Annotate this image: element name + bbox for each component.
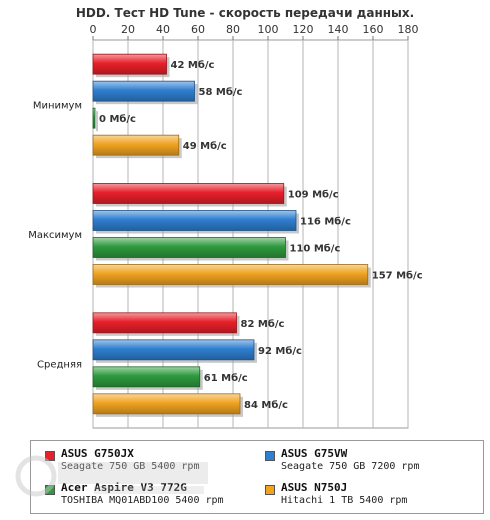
grid-layer: [92, 39, 409, 429]
bars: [92, 53, 371, 417]
bar: [92, 393, 241, 415]
tick-label: 160: [363, 23, 384, 36]
bar: [92, 183, 285, 204]
data-label: 109 Мб/с: [288, 189, 339, 201]
bar: [92, 210, 297, 231]
chart-title: HDD. Тест HD Tune - скорость передачи да…: [75, 6, 415, 20]
bar: [92, 339, 255, 361]
tick-label: 140: [328, 23, 349, 36]
category-label: Средняя: [37, 359, 82, 370]
bar: [92, 80, 195, 102]
legend-swatch: [45, 485, 55, 495]
tick-label: 40: [156, 23, 170, 36]
bar: [92, 366, 201, 388]
x-axis-ticks: 0 20 40 60 80 100 120 140 160 180: [90, 23, 419, 40]
tick-label: 60: [191, 23, 205, 36]
legend-name: ASUS G750JX: [61, 447, 134, 460]
legend: ASUS G750JX Seagate 750 GB 5400 rpm ASUS…: [30, 440, 484, 514]
data-label: 116 Мб/с: [300, 216, 351, 228]
data-label: 157 Мб/с: [372, 270, 423, 282]
data-label: 82 Мб/с: [241, 318, 285, 330]
tick-label: 20: [121, 23, 135, 36]
legend-name: ASUS N750J: [281, 481, 348, 494]
data-label: 92 Мб/с: [258, 345, 302, 357]
data-label: 42 Мб/с: [171, 59, 215, 71]
legend-desc: Seagate 750 GB 7200 rpm: [281, 461, 420, 472]
category-label: Минимум: [33, 101, 82, 112]
data-label: 110 Мб/с: [290, 243, 341, 255]
data-label: 0 Мб/с: [99, 113, 136, 125]
tick-label: 100: [258, 23, 279, 36]
bar: [92, 107, 96, 129]
legend-name: ASUS G75VW: [281, 447, 348, 460]
tick-label: 180: [398, 23, 419, 36]
data-label: 84 Мб/с: [244, 399, 288, 411]
category-label: Максимум: [28, 230, 82, 241]
data-labels: 42 Мб/с 58 Мб/с 0 Мб/с 49 Мб/с 109 Мб/с 116 М…: [99, 59, 423, 411]
data-label: 58 Мб/с: [199, 86, 243, 98]
tick-label: 120: [293, 23, 314, 36]
legend-desc: Seagate 750 GB 5400 rpm: [61, 461, 200, 472]
tick-label: 80: [226, 23, 240, 36]
bar-chart: 0 20 40 60 80 100 120 140 160 180 Минимум Максимум…: [28, 23, 423, 429]
bar: [92, 312, 237, 334]
legend-swatch: [265, 485, 275, 495]
data-label: 61 Мб/с: [204, 372, 248, 384]
bar: [92, 264, 369, 285]
bar: [92, 53, 167, 75]
bar-shadow: [96, 111, 98, 132]
category-labels: Минимум Максимум Средняя: [28, 101, 82, 371]
tick-label: 0: [90, 23, 97, 36]
legend-name: Acer Aspire V3 772G: [61, 481, 187, 494]
legend-swatch: [265, 451, 275, 461]
legend-desc: TOSHIBA MQ01ABD100 5400 rpm: [61, 495, 224, 506]
legend-desc: Hitachi 1 TB 5400 rpm: [281, 495, 408, 506]
bar: [92, 237, 286, 258]
legend-swatch: [45, 451, 55, 461]
data-label: 49 Мб/с: [183, 140, 227, 152]
bar: [92, 134, 180, 156]
